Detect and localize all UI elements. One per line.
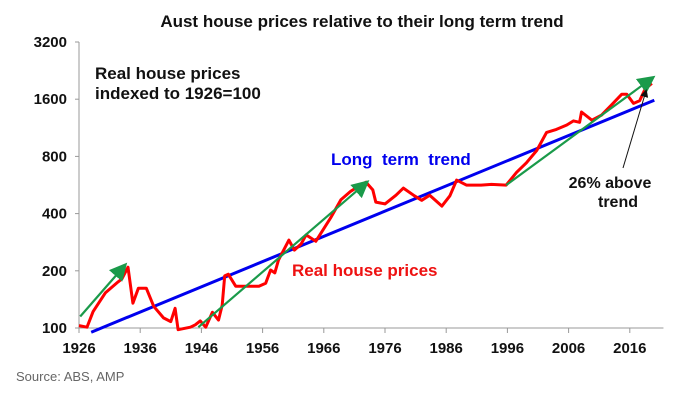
y-tick-label: 200 (42, 263, 67, 280)
x-tick-label: 1966 (307, 340, 340, 357)
above-trend-pointer (622, 89, 649, 169)
y-tick-label: 400 (42, 206, 67, 223)
above-trend-line1: 26% above (569, 175, 652, 192)
x-tick-label: 2006 (552, 340, 585, 357)
x-tick-label: 1926 (62, 340, 95, 357)
x-tick-label: 2016 (613, 340, 646, 357)
trend-arrow-3 (505, 75, 656, 186)
x-tick-label: 1946 (185, 340, 218, 357)
x-tick-label: 1956 (246, 340, 279, 357)
y-tick-label: 3200 (34, 34, 67, 51)
trend-label: Long term trend (331, 150, 471, 169)
x-tick-label: 1976 (368, 340, 401, 357)
long-term-trend-line (90, 98, 655, 334)
source-note: Source: ABS, AMP (16, 369, 125, 384)
x-tick-label: 1996 (491, 340, 524, 357)
real-house-prices-line (78, 82, 653, 332)
y-tick-label: 100 (42, 320, 67, 337)
trend-arrow-2 (197, 180, 370, 329)
index-note-line2: indexed to 1926=100 (95, 84, 261, 103)
index-note-line1: Real house prices (95, 64, 241, 83)
trend-arrow-1 (79, 262, 128, 318)
y-tick-label: 800 (42, 148, 67, 165)
above-trend-line2: trend (598, 194, 638, 211)
x-tick-label: 1986 (430, 340, 463, 357)
x-tick-label: 1936 (124, 340, 157, 357)
y-tick-label: 1600 (34, 91, 67, 108)
chart-title: Aust house prices relative to their long… (160, 12, 563, 31)
real-prices-label: Real house prices (292, 261, 438, 280)
